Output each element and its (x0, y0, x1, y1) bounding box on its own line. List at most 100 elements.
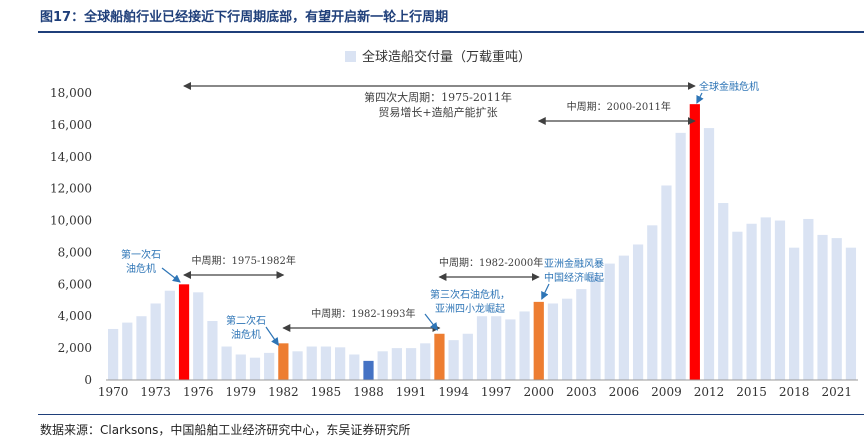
x-tick-label: 1997 (481, 385, 512, 399)
bar-1975 (178, 284, 190, 380)
bar-1973 (150, 303, 161, 380)
bar-1978 (221, 346, 232, 380)
gfc-label: 全球金融危机 (699, 80, 759, 93)
bar-1990 (391, 348, 402, 380)
title-rule (38, 31, 864, 33)
x-tick-label: 2012 (694, 385, 725, 399)
mid-cycle3-label: 中周期：1982-2000年 (439, 256, 543, 269)
x-tick-label: 2021 (821, 385, 852, 399)
oil-crisis2-pointer (265, 326, 279, 346)
oil-crisis1-pointer (161, 267, 181, 283)
bar-2019 (803, 218, 814, 380)
oil-crisis3-label-line2: 亚洲四小龙崛起 (435, 302, 505, 315)
bar-2021 (831, 238, 842, 380)
x-tick-label: 2006 (609, 385, 640, 399)
x-tick-label: 1988 (353, 385, 384, 399)
figure-title: 图17：全球船舶行业已经接近下行周期底部，有望开启新一轮上行周期 (40, 10, 449, 25)
x-tick-label: 2015 (736, 385, 767, 399)
bar-2022 (845, 247, 857, 380)
oil-crisis1-label-line2: 油危机 (126, 262, 156, 275)
cycle-arrows (161, 82, 704, 346)
bar-1986 (335, 347, 346, 380)
bar-1999 (519, 311, 530, 380)
cycle4-label-line2: 贸易增长+造船产能扩张 (378, 105, 497, 119)
oil-crisis2-label-line2: 油危机 (231, 328, 261, 341)
bar-2005 (604, 263, 615, 380)
bar-1981 (264, 352, 275, 380)
x-tick-label: 1982 (268, 385, 299, 399)
oil-crisis2-label-line1: 第二次石 (226, 314, 266, 327)
y-tick-label: 10,000 (50, 214, 92, 228)
bar-1980 (249, 357, 261, 380)
oil-crisis3-pointer (424, 313, 439, 331)
bar-2006 (618, 255, 629, 380)
x-tick-label: 1979 (226, 385, 257, 399)
bar-1989 (377, 351, 388, 380)
source-note: 数据来源：Clarksons，中国船舶工业经济研究中心，东吴证券研究所 (40, 423, 411, 437)
bar-2016 (760, 217, 771, 380)
bar-1976 (193, 292, 204, 380)
legend-label: 全球造船交付量（万载重吨） (362, 49, 531, 65)
y-tick-label: 2,000 (58, 341, 92, 355)
bar-2007 (632, 244, 644, 380)
bar-2017 (774, 220, 786, 380)
y-axis: 0 2,000 4,000 6,000 8,000 10,000 12,000 14,000 1… (50, 86, 92, 387)
gfc-pointer (696, 92, 704, 104)
bar-1993 (434, 333, 445, 380)
bars (107, 104, 857, 380)
mid-cycle4-label: 中周期：2000-2011年 (567, 100, 671, 113)
mid-cycle2-label: 中周期：1982-1993年 (311, 307, 415, 320)
bar-1991 (405, 348, 417, 380)
asia-crisis-label-line1: 亚洲金融风暴 (544, 257, 604, 270)
bar-2011 (689, 104, 700, 380)
bar-2010 (675, 132, 686, 380)
bar-2002 (562, 298, 573, 380)
bar-2001 (547, 303, 559, 380)
bar-2018 (789, 247, 800, 380)
y-tick-label: 18,000 (50, 86, 92, 100)
bar-1970 (107, 328, 119, 380)
bar-1987 (349, 354, 360, 380)
bar-2013 (718, 203, 729, 380)
y-tick-label: 6,000 (58, 277, 92, 291)
y-tick-label: 8,000 (58, 245, 92, 259)
bar-2014 (732, 231, 743, 380)
x-tick-label: 1973 (140, 385, 171, 399)
x-tick-label: 1976 (183, 385, 214, 399)
x-tick-label: 1985 (311, 385, 342, 399)
oil-crisis1-label-line1: 第一次石 (121, 248, 161, 261)
bar-1984 (306, 346, 317, 380)
oil-crisis3-label-line1: 第三次石油危机， (430, 288, 510, 301)
bar-2004 (590, 274, 601, 380)
mid-cycle1-label: 中周期：1975-1982年 (192, 254, 296, 267)
bar-1994 (448, 340, 459, 380)
x-axis: 1970 1973 1976 1979 1982 1985 1988 1991 1994 1997… (98, 379, 858, 399)
x-tick-label: 2003 (566, 385, 597, 399)
y-tick-label: 12,000 (50, 182, 92, 196)
x-tick-label: 1994 (438, 385, 469, 399)
bar-2000 (533, 301, 544, 380)
bar-2003 (576, 289, 587, 380)
x-tick-label: 2018 (779, 385, 810, 399)
legend-swatch (345, 51, 356, 62)
bar-1972 (136, 316, 147, 380)
bar-1992 (420, 343, 431, 380)
asia-crisis-label-line2: 中国经济崛起 (544, 271, 604, 284)
bar-1998 (505, 319, 516, 380)
bar-1979 (235, 354, 246, 380)
bar-1997 (491, 316, 502, 380)
bar-2020 (817, 234, 828, 380)
x-tick-label: 2000 (523, 385, 554, 399)
bar-1995 (462, 333, 473, 380)
x-tick-label: 1991 (396, 385, 427, 399)
bar-2015 (746, 223, 757, 380)
cycle4-label-line1: 第四次大周期：1975-2011年 (364, 90, 512, 104)
y-tick-label: 14,000 (50, 150, 92, 164)
bar-1996 (476, 316, 488, 380)
y-tick-label: 16,000 (50, 118, 92, 132)
y-tick-label: 0 (84, 373, 92, 387)
bar-1982 (278, 343, 289, 380)
bar-1974 (164, 290, 175, 380)
bar-1971 (122, 322, 133, 380)
x-tick-label: 2009 (651, 385, 682, 399)
